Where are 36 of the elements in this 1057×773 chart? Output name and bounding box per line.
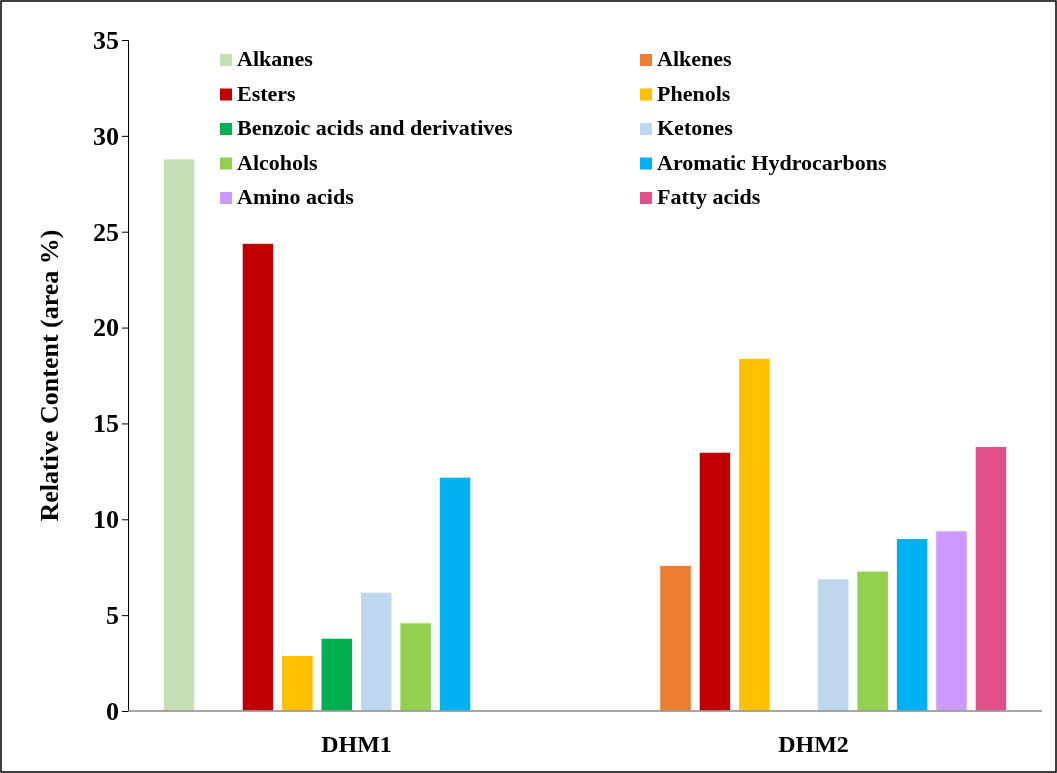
bar bbox=[659, 564, 692, 712]
y-tick-label: 10 bbox=[93, 505, 119, 535]
legend-label: Ketones bbox=[657, 115, 734, 140]
legend-label: Amino acids bbox=[237, 184, 355, 209]
y-tick-label: 30 bbox=[93, 121, 119, 151]
y-tick-label: 15 bbox=[93, 409, 119, 439]
legend-label: Phenols bbox=[657, 80, 731, 106]
legend-label: Alkenes bbox=[657, 46, 732, 71]
bar bbox=[399, 622, 432, 712]
bar bbox=[359, 591, 393, 712]
legend-label: Esters bbox=[237, 80, 297, 106]
legend-label: Alkanes bbox=[237, 46, 314, 71]
legend-label: Fatty acids bbox=[657, 184, 761, 209]
y-tick-label: 5 bbox=[106, 600, 119, 630]
bar bbox=[895, 537, 929, 712]
bar bbox=[738, 357, 771, 712]
y-tick-label: 35 bbox=[93, 25, 119, 55]
x-tick-label: DHM1 bbox=[321, 731, 392, 758]
bar bbox=[698, 451, 732, 712]
bar bbox=[281, 654, 314, 712]
bar bbox=[816, 578, 850, 712]
y-axis-title: Relative Content (area %) bbox=[35, 229, 64, 522]
y-tick-label: 0 bbox=[106, 696, 119, 726]
bar bbox=[935, 530, 968, 712]
bar bbox=[241, 242, 275, 712]
bar bbox=[438, 476, 472, 712]
legend-label: Aromatic Hydrocarbons bbox=[657, 149, 887, 175]
y-tick-label: 20 bbox=[93, 313, 119, 343]
bar bbox=[856, 570, 889, 712]
x-tick-label: DHM2 bbox=[778, 731, 849, 758]
bar bbox=[162, 158, 196, 712]
bar bbox=[974, 445, 1008, 712]
legend-label: Alcohols bbox=[237, 149, 319, 175]
y-tick-label: 25 bbox=[93, 217, 119, 247]
bar bbox=[320, 637, 354, 712]
legend-label: Benzoic acids and derivatives bbox=[237, 115, 514, 140]
